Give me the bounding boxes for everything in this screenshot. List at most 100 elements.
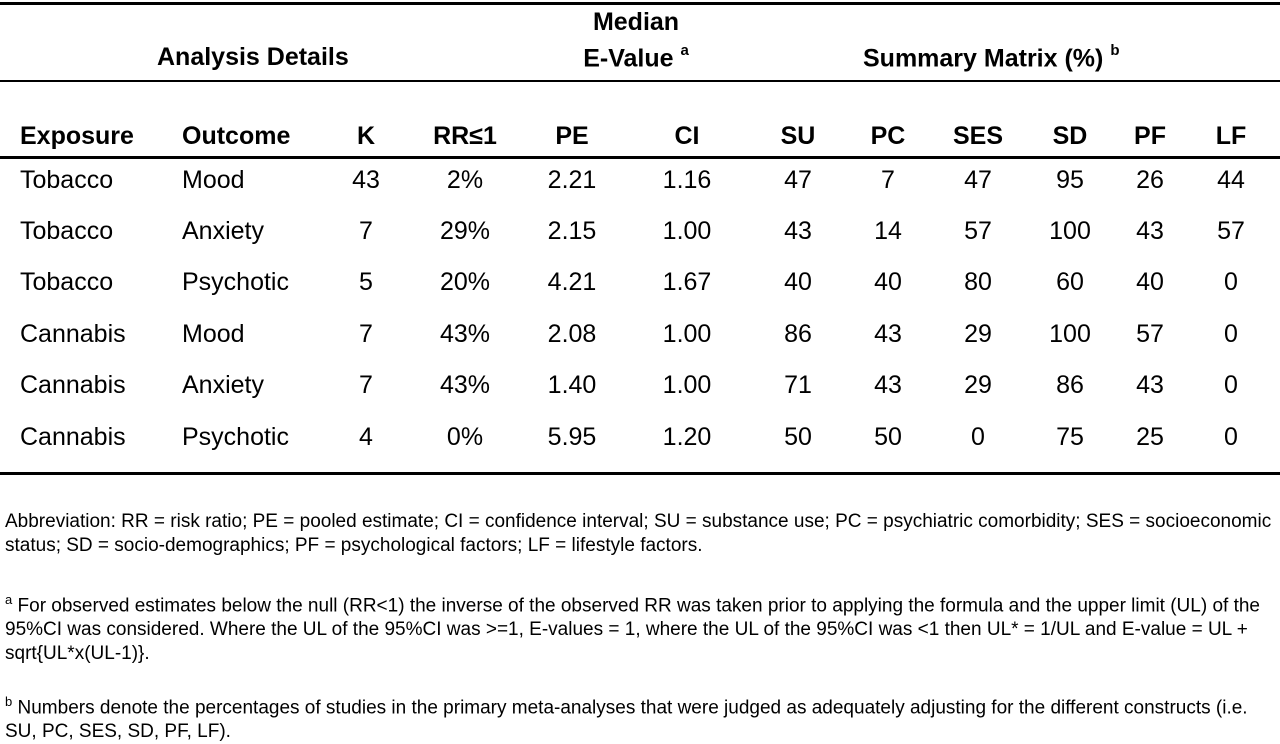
table-cell-pc: 40 (874, 268, 902, 296)
table-cell-ci: 1.00 (662, 320, 712, 348)
table-cell-ci: 1.00 (662, 217, 712, 245)
footnote-a: a For observed estimates below the null … (5, 588, 1280, 666)
column-header-k: K (356, 122, 376, 150)
table-cell-pf: 43 (1136, 371, 1164, 399)
table-cell-pf: 43 (1136, 217, 1164, 245)
table-cell-lf: 57 (1217, 217, 1245, 245)
column-header-exposure: Exposure (20, 122, 134, 150)
median-evalue-label: E-Value (583, 44, 674, 73)
column-header-outcome: Outcome (182, 122, 291, 150)
table-cell-exposure: Cannabis (20, 320, 126, 348)
table-cell-rr: 43% (439, 320, 491, 348)
abbreviation-note: Abbreviation: RR = risk ratio; PE = pool… (5, 511, 1272, 556)
table-cell-pc: 50 (874, 423, 902, 451)
table-cell-pe: 5.95 (547, 423, 597, 451)
table-cell-exposure: Tobacco (20, 166, 114, 194)
table-cell-ses: 47 (964, 166, 992, 194)
footnote-b-text: Numbers denote the percentages of studie… (5, 697, 1248, 743)
table-cell-pe: 1.40 (547, 371, 597, 399)
table-cell-pc: 43 (874, 320, 902, 348)
table-cell-su: 50 (784, 423, 812, 451)
footnote-marker-b: b (1110, 42, 1120, 59)
table-cell-ses: 29 (964, 371, 992, 399)
footnote-a-text: For observed estimates below the null (R… (5, 595, 1260, 665)
table-cell-su: 40 (784, 268, 812, 296)
table-cell-lf: 0 (1224, 268, 1238, 296)
table-cell-pf: 26 (1136, 166, 1164, 194)
table-cell-pe: 2.08 (547, 320, 597, 348)
table-cell-k: 7 (359, 217, 373, 245)
top-rule (0, 2, 1280, 5)
column-header-pe: PE (555, 122, 589, 150)
table-cell-pe: 2.15 (547, 217, 597, 245)
table-cell-ci: 1.67 (662, 268, 712, 296)
table-cell-ci: 1.16 (662, 166, 712, 194)
column-header-ci: CI (674, 122, 700, 150)
column-header-pf: PF (1134, 122, 1166, 150)
table-cell-ses: 80 (964, 268, 992, 296)
table-cell-exposure: Cannabis (20, 423, 126, 451)
column-header-su: SU (780, 122, 816, 150)
table-cell-rr: 29% (439, 217, 491, 245)
column-header-rr: RR≤1 (433, 122, 497, 150)
column-header-pc: PC (870, 122, 906, 150)
table-cell-lf: 44 (1217, 166, 1245, 194)
table-cell-outcome: Mood (182, 320, 245, 348)
table-cell-pe: 4.21 (547, 268, 597, 296)
group-header-summary-matrix: Summary Matrix (%) b (863, 42, 1120, 73)
table-cell-k: 5 (359, 268, 373, 296)
table-cell-sd: 95 (1056, 166, 1084, 194)
header-rule (0, 156, 1280, 159)
table-cell-pc: 43 (874, 371, 902, 399)
table-cell-ses: 57 (964, 217, 992, 245)
table-cell-outcome: Mood (182, 166, 245, 194)
bottom-rule (0, 472, 1280, 475)
group-header-analysis-details: Analysis Details (157, 43, 349, 71)
table-cell-sd: 100 (1049, 320, 1091, 348)
group-header-median-line2: E-Value a (583, 42, 689, 73)
table-cell-k: 7 (359, 320, 373, 348)
table-cell-ses: 0 (971, 423, 985, 451)
table-cell-rr: 20% (439, 268, 491, 296)
table-cell-sd: 75 (1056, 423, 1084, 451)
table-cell-lf: 0 (1224, 423, 1238, 451)
table-cell-pe: 2.21 (547, 166, 597, 194)
table-cell-outcome: Psychotic (182, 423, 289, 451)
table-cell-exposure: Tobacco (20, 217, 114, 245)
column-header-sd: SD (1052, 122, 1088, 150)
table-cell-ses: 29 (964, 320, 992, 348)
footnote-b-marker: b (5, 694, 13, 709)
table-cell-rr: 2% (446, 166, 484, 194)
table-cell-sd: 60 (1056, 268, 1084, 296)
table-cell-su: 47 (784, 166, 812, 194)
table-cell-su: 43 (784, 217, 812, 245)
table-cell-su: 71 (784, 371, 812, 399)
group-rule (0, 80, 1280, 82)
table-cell-su: 86 (784, 320, 812, 348)
table-cell-pc: 14 (874, 217, 902, 245)
table-cell-pf: 57 (1136, 320, 1164, 348)
summary-matrix-label: Summary Matrix (%) (863, 44, 1104, 73)
column-header-ses: SES (952, 122, 1004, 150)
table-cell-ci: 1.20 (662, 423, 712, 451)
column-header-lf: LF (1215, 122, 1247, 150)
table-cell-pc: 7 (881, 166, 895, 194)
table-cell-k: 4 (359, 423, 373, 451)
table-cell-outcome: Anxiety (182, 217, 264, 245)
table-cell-ci: 1.00 (662, 371, 712, 399)
table-cell-rr: 43% (439, 371, 491, 399)
table-cell-k: 7 (359, 371, 373, 399)
footnote-b: b Numbers denote the percentages of stud… (5, 690, 1280, 744)
table-cell-sd: 100 (1049, 217, 1091, 245)
table-cell-lf: 0 (1224, 320, 1238, 348)
table-cell-lf: 0 (1224, 371, 1238, 399)
table-cell-rr: 0% (446, 423, 484, 451)
group-header-median-line1: Median (592, 8, 680, 36)
table-cell-exposure: Tobacco (20, 268, 114, 296)
footnote-marker-a: a (680, 42, 689, 59)
table-cell-pf: 25 (1136, 423, 1164, 451)
table-cell-outcome: Psychotic (182, 268, 289, 296)
table-cell-outcome: Anxiety (182, 371, 264, 399)
table-cell-sd: 86 (1056, 371, 1084, 399)
footnote-a-marker: a (5, 592, 13, 607)
